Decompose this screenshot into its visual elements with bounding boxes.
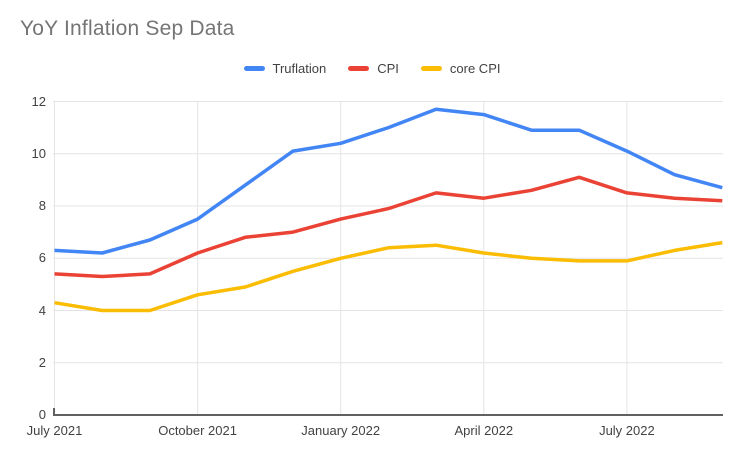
legend-item-core-cpi: core CPI (420, 61, 501, 76)
legend-swatch-cpi (348, 66, 370, 71)
legend-item-cpi: CPI (348, 61, 399, 76)
series-line-truflation (54, 107, 723, 255)
y-axis-tick-label: 4 (38, 302, 46, 318)
y-axis-tick-label: 12 (31, 93, 46, 109)
x-axis-tick-label: July 2022 (599, 423, 655, 438)
y-axis-tick-label: 8 (38, 198, 46, 213)
y-axis-tick-label: 0 (38, 407, 46, 422)
chart-title: YoY Inflation Sep Data (20, 17, 235, 40)
x-axis-tick-label: April 2022 (454, 423, 514, 438)
legend-swatch-truflation (243, 66, 265, 71)
legend-item-truflation: Truflation (243, 61, 327, 76)
y-axis-tick-label: 10 (31, 145, 46, 161)
x-axis-tick-label: October 2021 (158, 423, 237, 438)
series-line-cpi (54, 175, 723, 279)
legend-label-core-cpi: core CPI (449, 61, 501, 76)
y-axis-tick-label: 6 (38, 250, 46, 266)
x-axis-tick-label: January 2022 (301, 423, 381, 438)
legend-label-cpi: CPI (377, 61, 399, 76)
chart-legend: Truflation CPI core CPI (0, 60, 744, 77)
series-line-core-cpi (54, 240, 723, 313)
legend-label-truflation: Truflation (272, 61, 327, 76)
y-axis-tick-label: 2 (38, 354, 46, 370)
x-axis-tick-label: July 2021 (26, 423, 83, 438)
legend-swatch-core-cpi (420, 66, 442, 71)
